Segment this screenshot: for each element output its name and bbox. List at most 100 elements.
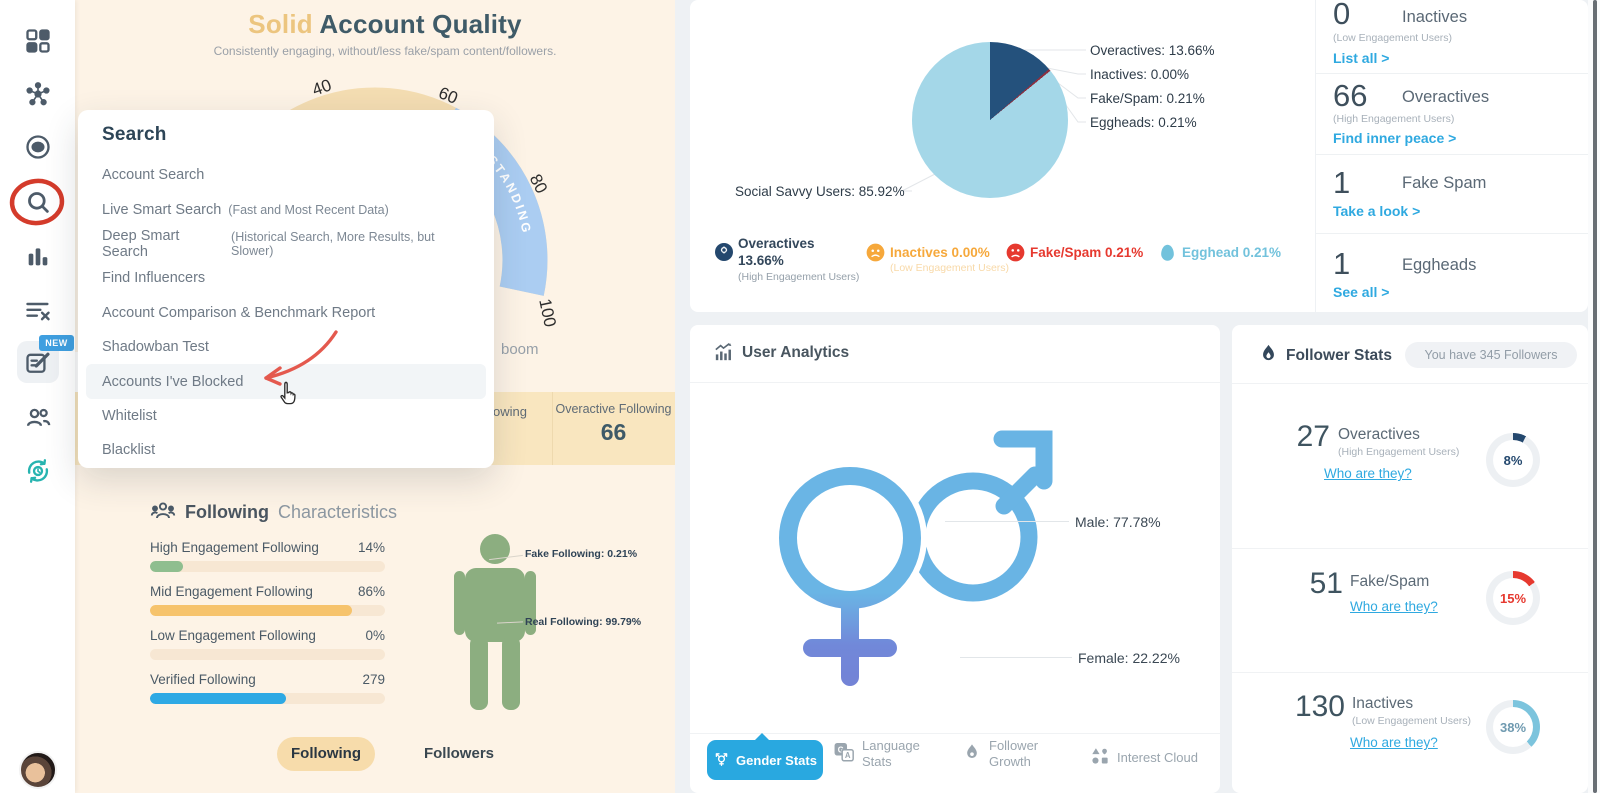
take-a-look-link[interactable]: Take a look > — [1333, 203, 1421, 219]
row-divider — [1232, 548, 1588, 549]
fake-spam-label: Fake Spam — [1402, 174, 1487, 192]
real-following-label: Real Following: 99.79% — [525, 616, 642, 628]
eggheads-count: 1 — [1333, 246, 1351, 281]
menu-item-deep-smart-search[interactable]: Deep Smart Search (Historical Search, Mor… — [102, 227, 435, 260]
menu-item-find-influencers[interactable]: Find Influencers — [102, 270, 206, 287]
inactives-count: 0 — [1333, 0, 1351, 31]
bar-label: High Engagement Following — [150, 540, 319, 555]
stat-cell-fragment: owing — [493, 404, 527, 419]
bar-fill — [150, 561, 183, 572]
tab-language-stats[interactable]: G A Language Stats — [833, 738, 930, 771]
row-divider — [1316, 233, 1588, 234]
who-are-they-link[interactable]: Who are they? — [1324, 466, 1412, 481]
menu-item-live-smart-search[interactable]: Live Smart Search (Fast and Most Recent D… — [102, 201, 389, 218]
active-tab-pointer — [755, 733, 769, 740]
bar-label: Verified Following — [150, 672, 256, 687]
svg-text:G: G — [838, 745, 844, 754]
legend-overactives-name: Overactives — [738, 236, 815, 251]
menu-item-blacklist[interactable]: Blacklist — [102, 442, 156, 459]
tab-interest-cloud[interactable]: Interest Cloud — [1090, 746, 1198, 770]
menu-item-account-comparison[interactable]: Account Comparison & Benchmark Report — [102, 304, 376, 321]
inactives-donut: 38% — [1486, 700, 1540, 754]
list-all-link[interactable]: List all > — [1333, 50, 1390, 66]
bar-low-engagement: Low Engagement Following 0% — [150, 628, 385, 660]
legend-inactives-sub: (Low Engagement Users) — [890, 262, 1010, 274]
fake-spam-count: 1 — [1333, 165, 1351, 200]
quality-grade: Solid — [248, 9, 313, 39]
group-icon — [150, 498, 176, 527]
new-badge: NEW — [39, 335, 74, 351]
fake-following-label: Fake Following: 0.21% — [525, 548, 638, 560]
tab-following[interactable]: Following — [277, 737, 375, 771]
bar-track — [150, 649, 385, 660]
sync-icon[interactable] — [24, 457, 52, 485]
watermark-text: boom — [501, 341, 539, 358]
target-icon[interactable] — [24, 133, 52, 161]
bar-chart-icon[interactable] — [24, 242, 52, 270]
bar-value: 0% — [365, 628, 385, 643]
bar-track — [150, 605, 385, 616]
overactives-follower-count: 27 — [1296, 420, 1330, 453]
scrollbar-thumb[interactable] — [1593, 0, 1597, 793]
legend-overactives-value: 13.66% — [738, 253, 784, 268]
legend-overactives-sub: (High Engagement Users) — [738, 271, 860, 283]
fc-title-bold: Following — [185, 502, 269, 522]
tab-follower-growth[interactable]: Follower Growth — [962, 738, 1051, 771]
account-pie — [912, 42, 1068, 198]
bar-fill — [150, 693, 287, 704]
overactive-following-cell: Overactive Following 66 — [552, 392, 675, 465]
find-inner-peace-link[interactable]: Find inner peace > — [1333, 130, 1457, 146]
overactives-legend-icon — [714, 242, 734, 267]
tabs-divider — [690, 733, 1220, 734]
row-divider — [1232, 672, 1588, 673]
following-characteristics-header: Following Characteristics — [150, 498, 397, 527]
inactives-label: Inactives — [1402, 8, 1468, 26]
flame-icon — [962, 742, 982, 766]
translate-icon: G A — [833, 741, 855, 767]
account-quality-subtitle: Consistently engaging, without/less fake… — [213, 44, 557, 58]
legend-egghead-name: Egghead 0.21% — [1182, 245, 1282, 260]
overactives-summary-row: 66 Overactives (High Engagement Users) F… — [1316, 74, 1588, 154]
who-are-they-link[interactable]: Who are they? — [1350, 735, 1438, 750]
fakespam-donut-value: 15% — [1499, 591, 1527, 606]
row-divider — [1316, 154, 1588, 155]
user-avatar[interactable] — [19, 751, 57, 789]
search-icon[interactable] — [24, 188, 52, 216]
legend-fakespam-name: Fake/Spam 0.21% — [1030, 245, 1144, 260]
see-all-link[interactable]: See all > — [1333, 284, 1390, 300]
sidebar: NEW — [0, 0, 75, 793]
bar-label: Mid Engagement Following — [150, 584, 313, 599]
network-icon[interactable] — [24, 80, 52, 108]
inactives-follower-label: Inactives — [1352, 695, 1414, 712]
overactive-following-label: Overactive Following — [555, 402, 672, 416]
list-remove-icon[interactable] — [24, 297, 52, 325]
stat-row-divider — [552, 392, 553, 465]
people-icon[interactable] — [24, 403, 52, 431]
menu-item-shadowban-test[interactable]: Shadowban Test — [102, 339, 209, 356]
pie-label-fakespam: Fake/Spam: 0.21% — [1090, 91, 1205, 106]
female-percentage-label: Female: 22.22% — [1078, 650, 1180, 666]
tab-gender-stats[interactable]: Gender Stats — [707, 733, 823, 780]
dashboard-icon[interactable] — [24, 27, 52, 55]
account-quality-title: Solid Account Quality — [248, 9, 522, 39]
inactives-follower-sub: (Low Engagement Users) — [1352, 715, 1472, 727]
inactives-sublabel: (Low Engagement Users) — [1333, 32, 1453, 44]
compose-icon[interactable] — [24, 349, 52, 377]
overactives-sublabel: (High Engagement Users) — [1333, 113, 1455, 125]
bar-high-engagement: High Engagement Following 14% — [150, 540, 385, 572]
menu-item-whitelist[interactable]: Whitelist — [102, 407, 157, 424]
who-are-they-link[interactable]: Who are they? — [1350, 599, 1438, 614]
bar-verified-following: Verified Following 279 — [150, 672, 385, 704]
inactives-legend-icon — [866, 243, 885, 267]
bar-value: 279 — [362, 672, 385, 687]
overactives-donut-value: 8% — [1503, 453, 1523, 468]
male-leader-line — [945, 521, 1069, 522]
inactives-follower-count: 130 — [1294, 690, 1345, 723]
svg-text:A: A — [845, 751, 851, 760]
bar-track — [150, 561, 385, 572]
tab-followers[interactable]: Followers — [423, 745, 494, 762]
fakespam-follower-label: Fake/Spam — [1350, 573, 1430, 590]
menu-item-account-search[interactable]: Account Search — [102, 167, 205, 184]
audience-pie-panel: Overactives: 13.66% Inactives: 0.00% Fak… — [690, 0, 1315, 312]
bar-fill — [150, 605, 353, 616]
